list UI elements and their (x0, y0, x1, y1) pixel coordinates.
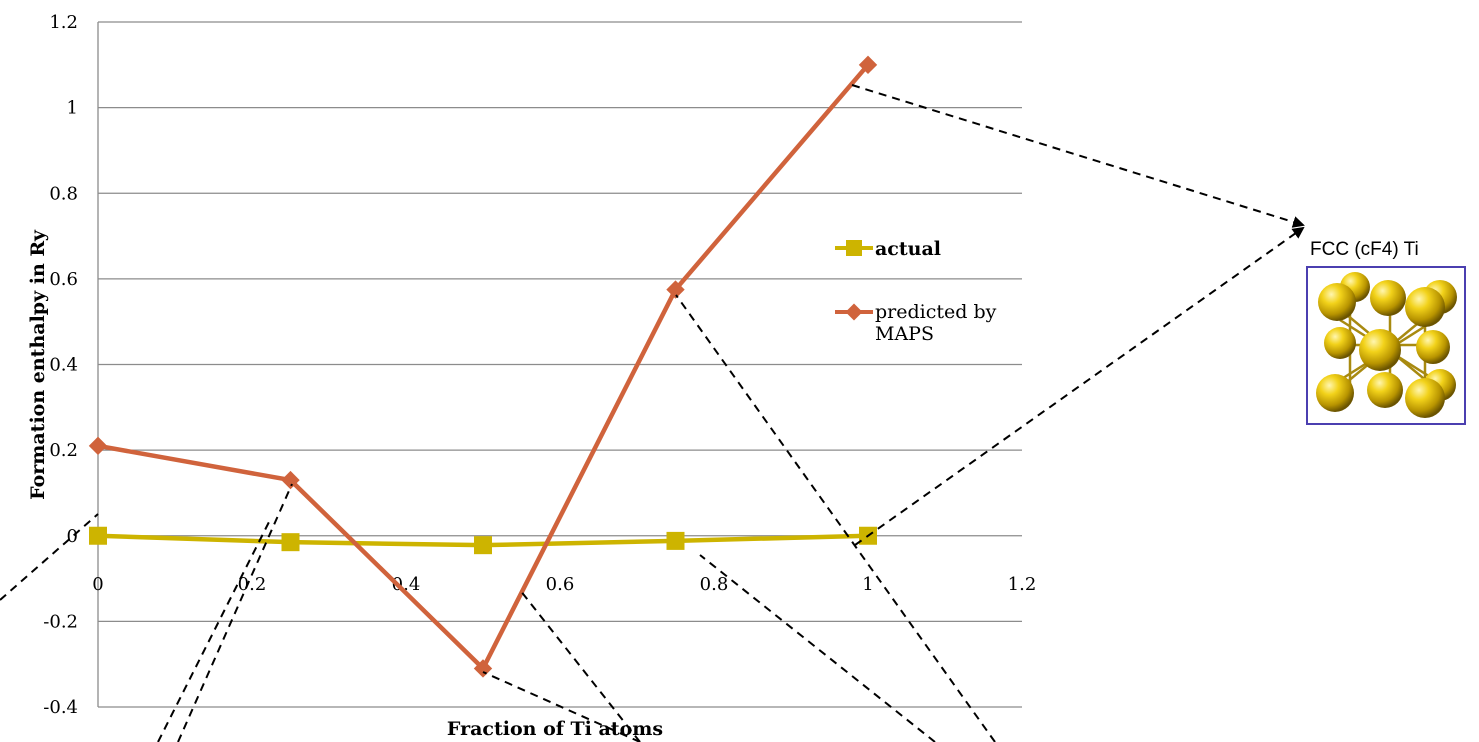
structure-label: FCC (cF4) Ti (1310, 239, 1419, 260)
legend-label-actual: actual (875, 238, 941, 260)
atom (1359, 329, 1401, 371)
dashed-pointer-lines (0, 84, 1305, 742)
dashed-line (0, 513, 99, 601)
legend-label-predicted-line1: predicted by (875, 301, 997, 323)
x-tick-label: 0 (92, 574, 103, 595)
y-tick-label: 0.4 (49, 355, 78, 376)
y-tick-label: 0 (67, 526, 78, 547)
data-point-predicted (88, 436, 108, 456)
data-point-predicted (666, 280, 685, 299)
gridlines (97, 21, 1022, 708)
dashed-line (675, 294, 996, 742)
legend: actual predicted by MAPS (835, 238, 1002, 345)
data-point-actual (666, 531, 685, 550)
y-tick-label: -0.4 (43, 697, 78, 718)
y-tick-label: -0.2 (43, 611, 78, 632)
x-tick-label: 1.2 (1008, 574, 1037, 595)
x-tick-label: 0.4 (392, 574, 421, 595)
y-tick-label: 1.2 (49, 12, 78, 33)
dashed-line (851, 84, 1305, 228)
data-point-actual (474, 536, 492, 555)
series-line-1 (97, 63, 870, 671)
data-point-predicted (281, 470, 300, 490)
x-tick-label: 0.8 (700, 574, 729, 595)
x-tick-label: 0.6 (546, 574, 575, 595)
x-axis-ticks: 0 0.2 0.4 0.6 0.8 1 1.2 (92, 574, 1036, 595)
atom (1318, 283, 1356, 321)
legend-marker-predicted (845, 303, 863, 321)
dashed-line (519, 589, 641, 742)
y-axis-ticks: -0.4 -0.2 0 0.2 0.4 0.6 0.8 1 1.2 (43, 12, 78, 718)
legend-marker-actual (846, 240, 862, 256)
y-tick-label: 0.2 (49, 440, 78, 461)
dashed-line (177, 483, 293, 742)
atom (1324, 327, 1356, 359)
atom (1405, 287, 1445, 327)
x-tick-label: 1 (862, 574, 873, 595)
dashed-line (157, 519, 271, 742)
x-axis-title: Fraction of Ti atoms (447, 718, 663, 740)
data-point-actual (89, 526, 107, 545)
data-point-predicted (473, 659, 493, 678)
series-layer (88, 55, 878, 678)
atom (1416, 330, 1450, 364)
data-point-predicted (858, 55, 878, 75)
atom (1316, 374, 1354, 412)
atom (1405, 378, 1445, 418)
y-tick-label: 0.6 (49, 269, 78, 290)
dashed-line (699, 554, 936, 742)
atom (1370, 280, 1406, 316)
data-point-actual (281, 533, 300, 552)
legend-label-predicted: predicted by MAPS (875, 301, 1002, 345)
y-axis-title: Formation enthalpy in Ry (27, 229, 49, 500)
dashed-line (482, 671, 641, 742)
dashed-line (854, 226, 1305, 546)
legend-label-predicted-line2: MAPS (875, 323, 934, 345)
y-tick-label: 0.8 (49, 183, 78, 204)
fcc-crystal-structure-icon (1306, 266, 1466, 425)
atom (1367, 372, 1403, 408)
x-tick-label: 0.2 (238, 574, 267, 595)
y-tick-label: 1 (67, 98, 78, 119)
